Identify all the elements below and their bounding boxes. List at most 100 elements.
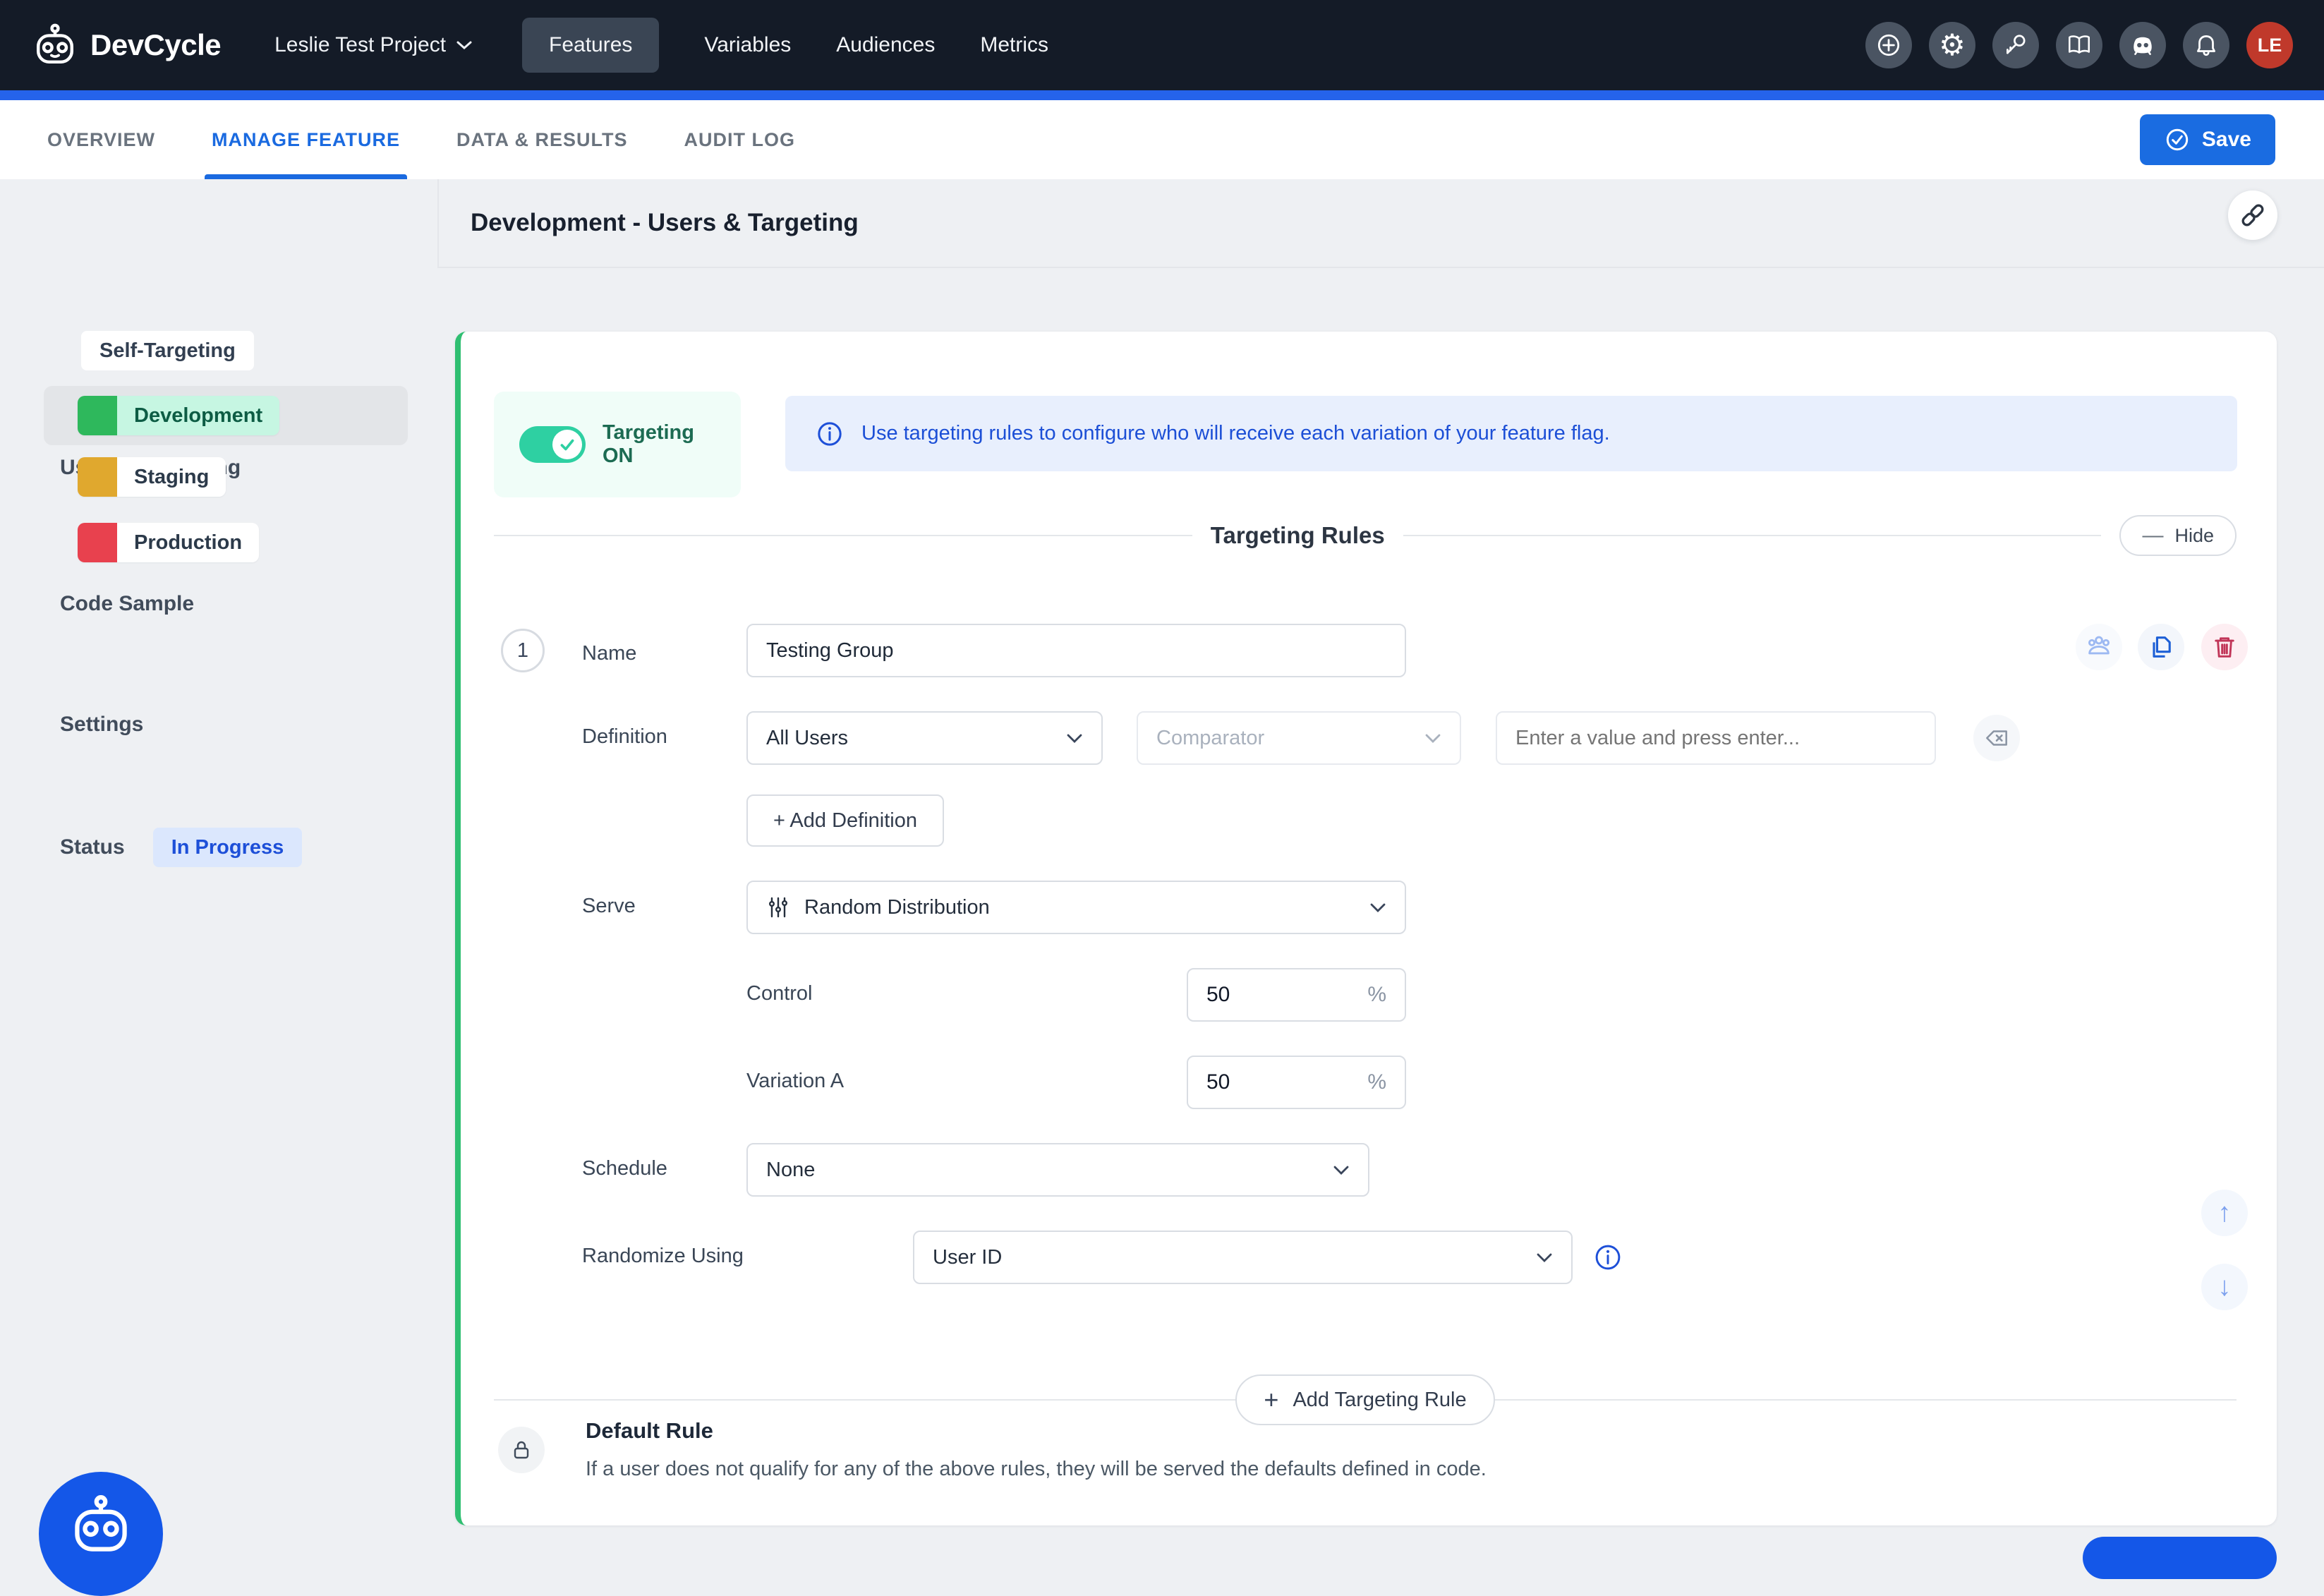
env-production-color-swatch — [78, 523, 117, 562]
project-selector[interactable]: Leslie Test Project — [274, 33, 473, 57]
randomize-label: Randomize Using — [582, 1245, 744, 1267]
nav-item-variables[interactable]: Variables — [704, 33, 792, 56]
page-title: Development - Users & Targeting — [471, 209, 859, 236]
api-keys-button[interactable] — [1992, 22, 2039, 68]
sliders-icon — [768, 897, 788, 918]
feature-tab-bar: OVERVIEW MANAGE FEATURE DATA & RESULTS A… — [0, 100, 2324, 179]
assistant-fab[interactable] — [39, 1472, 163, 1596]
divider-line — [494, 1399, 1236, 1401]
nav-items: Features Variables Audiences Metrics — [522, 18, 1048, 73]
env-staging-color-swatch — [78, 457, 117, 497]
plus-icon: + — [1264, 1385, 1279, 1414]
copy-icon — [2153, 636, 2171, 658]
comparator-select[interactable]: Comparator — [1137, 711, 1461, 765]
randomize-select[interactable]: User ID — [913, 1231, 1573, 1284]
brand-name: DevCycle — [90, 28, 222, 61]
sidebar-item-code-sample[interactable]: Code Sample — [60, 592, 195, 615]
name-label: Name — [582, 642, 637, 665]
sidebar-item-self-targeting[interactable]: Self-Targeting — [81, 331, 254, 370]
feature-sidebar: Variables Users & Targeting Self-Targeti… — [0, 179, 437, 1549]
duplicate-rule-button[interactable] — [2138, 624, 2184, 670]
rule-number-badge: 1 — [501, 629, 545, 672]
chevron-down-icon — [1370, 903, 1386, 912]
definition-select[interactable]: All Users — [746, 711, 1103, 765]
tab-manage-feature[interactable]: MANAGE FEATURE — [205, 100, 408, 179]
chevron-down-icon — [1067, 734, 1082, 743]
sidebar-item-settings[interactable]: Settings — [60, 713, 144, 736]
lock-icon — [514, 1441, 529, 1459]
link-icon — [2241, 204, 2264, 226]
docs-button[interactable] — [2056, 22, 2102, 68]
sidebar-env-production[interactable]: Production — [78, 523, 260, 562]
percent-sign: % — [1367, 983, 1386, 1006]
env-development-label: Development — [117, 396, 280, 435]
serve-label: Serve — [582, 895, 636, 917]
create-button[interactable] — [1865, 22, 1912, 68]
variation-a-percent-value: 50 — [1206, 1070, 1230, 1094]
trash-icon — [2215, 637, 2234, 658]
nav-item-audiences[interactable]: Audiences — [836, 33, 936, 56]
definition-value-input[interactable] — [1496, 711, 1936, 765]
divider-line — [1494, 1399, 2237, 1401]
discord-icon — [2134, 37, 2152, 55]
move-rule-down-button[interactable]: ↓ — [2201, 1264, 2248, 1310]
status-badge[interactable]: In Progress — [152, 828, 303, 867]
nav-item-metrics[interactable]: Metrics — [980, 33, 1049, 56]
tab-overview[interactable]: OVERVIEW — [47, 128, 156, 150]
people-icon — [2088, 636, 2110, 655]
schedule-select[interactable]: None — [746, 1143, 1369, 1197]
variation-a-percent-input[interactable]: 50 % — [1187, 1056, 1406, 1109]
chevron-down-icon — [1425, 734, 1441, 743]
env-production-label: Production — [117, 523, 260, 562]
move-rule-up-button[interactable]: ↑ — [2201, 1190, 2248, 1236]
check-icon — [560, 439, 574, 451]
hide-rules-button[interactable]: — Hide — [2119, 515, 2237, 556]
default-rule-description: If a user does not qualify for any of th… — [586, 1458, 1487, 1480]
serve-select[interactable]: Random Distribution — [746, 881, 1406, 934]
nav-item-features[interactable]: Features — [522, 18, 660, 73]
tab-audit-log[interactable]: AUDIT LOG — [684, 128, 796, 150]
schedule-value: None — [766, 1158, 816, 1181]
notifications-button[interactable] — [2183, 22, 2229, 68]
delete-rule-button[interactable] — [2201, 624, 2248, 670]
sidebar-status-row: Status In Progress — [60, 828, 303, 867]
audience-button[interactable] — [2076, 624, 2122, 670]
project-name: Leslie Test Project — [274, 33, 447, 56]
rule-name-input[interactable] — [746, 624, 1406, 677]
settings-button[interactable]: ⚙ — [1929, 22, 1975, 68]
top-nav: DevCycle Leslie Test Project Features Va… — [0, 0, 2324, 90]
chevron-down-icon — [456, 41, 472, 50]
copy-link-button[interactable] — [2228, 191, 2277, 240]
tab-data-results[interactable]: DATA & RESULTS — [456, 128, 628, 150]
control-percent-input[interactable]: 50 % — [1187, 968, 1406, 1022]
env-development-chip: Development — [78, 396, 280, 435]
env-development-color-swatch — [78, 396, 117, 435]
chevron-down-icon — [1537, 1253, 1552, 1262]
chevron-down-icon — [1333, 1166, 1349, 1175]
control-percent-value: 50 — [1206, 983, 1230, 1006]
arrow-down-icon: ↓ — [2217, 1271, 2232, 1302]
randomize-info-icon[interactable] — [1592, 1242, 1623, 1273]
save-button[interactable]: Save — [2139, 114, 2275, 165]
variation-a-label: Variation A — [746, 1070, 845, 1092]
plus-circle-icon — [1877, 34, 1900, 56]
comparator-placeholder: Comparator — [1156, 726, 1265, 749]
content-header: Development - Users & Targeting — [437, 179, 2324, 268]
definition-label: Definition — [582, 725, 667, 748]
add-definition-button[interactable]: + Add Definition — [746, 794, 944, 847]
clear-definition-button[interactable] — [1973, 715, 2020, 761]
sidebar-env-staging[interactable]: Staging — [78, 457, 226, 497]
brand-logo[interactable]: DevCycle — [31, 21, 222, 69]
targeting-rules-title: Targeting Rules — [1210, 522, 1385, 548]
schedule-label: Schedule — [582, 1157, 667, 1180]
devcycle-robot-icon — [31, 21, 79, 69]
targeting-toggle[interactable] — [519, 426, 586, 463]
variation-control-label: Control — [746, 982, 813, 1005]
user-avatar[interactable]: LE — [2246, 22, 2293, 68]
bottom-right-button-partial[interactable] — [2083, 1537, 2277, 1579]
add-targeting-rule-button[interactable]: + Add Targeting Rule — [1235, 1374, 1495, 1425]
accent-bar — [0, 90, 2324, 100]
discord-button[interactable] — [2119, 22, 2166, 68]
sidebar-env-development[interactable]: Development — [44, 386, 408, 445]
add-rule-divider: + Add Targeting Rule — [494, 1374, 2237, 1425]
